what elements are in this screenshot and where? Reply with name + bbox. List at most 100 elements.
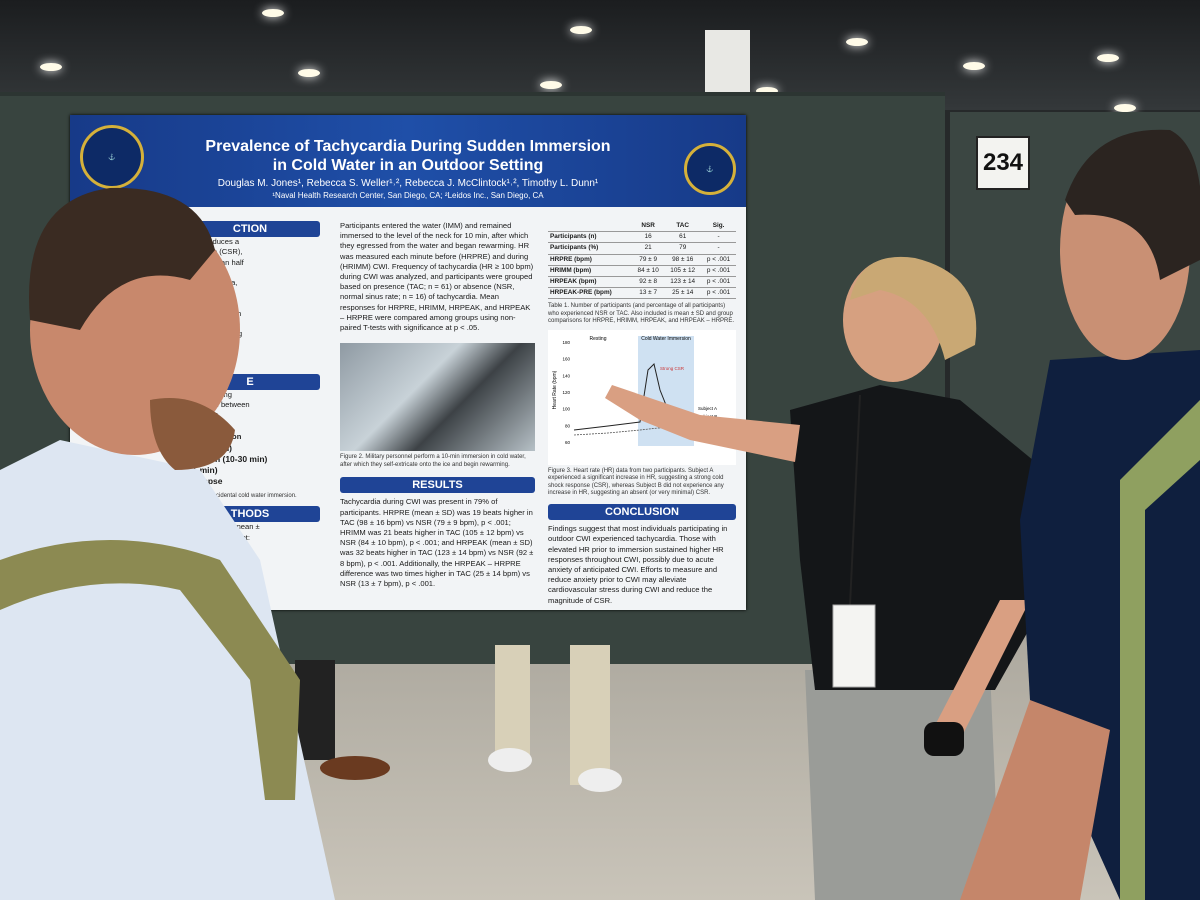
methods-text: Participants entered the water (IMM) and… <box>340 221 534 333</box>
y-tick-label: 120 <box>562 390 570 395</box>
text-line: (30+ min) <box>180 464 218 475</box>
lanyard <box>849 394 861 606</box>
affiliation: ¹Naval Health Research Center, San Diego… <box>272 191 544 200</box>
caption: Figure 3. Heart rate (HR) data from two … <box>548 467 724 497</box>
caption: r stages of accidental cold water immers… <box>180 492 297 499</box>
table-cell: 79 ± 9 <box>632 254 665 266</box>
light <box>298 69 320 77</box>
section-heading: CTION <box>180 221 320 238</box>
table-cell: HRPRE (bpm) <box>548 254 633 266</box>
backpack-strap <box>1120 400 1200 900</box>
table-cell: p < .001 <box>701 265 736 278</box>
light <box>1097 54 1119 62</box>
middle-column: Participants entered the water (IMM) and… <box>340 221 535 589</box>
shoe <box>488 748 532 772</box>
hair <box>850 256 977 360</box>
light <box>540 81 562 89</box>
header-cell: Sig. <box>701 221 736 233</box>
table-row: Participants (n) 16 61- <box>548 231 736 244</box>
light <box>40 63 62 71</box>
leg <box>570 645 610 785</box>
y-tick-label: 60 <box>565 440 571 445</box>
y-tick-label: 160 <box>562 357 570 362</box>
header-cell: NSR <box>632 221 665 233</box>
table-cell: p < .001 <box>701 287 736 300</box>
logo: ⚓ <box>80 125 144 189</box>
results-table: NSR TAC Sig. Participants (n) 16 61- Participa… <box>548 221 736 300</box>
table-cell: 123 ± 14 <box>664 276 702 289</box>
table-cell: HRPEAK (bpm) <box>548 276 633 289</box>
annotation: Strong CSR <box>660 366 685 371</box>
logo: ⚓ <box>684 143 736 195</box>
shoe <box>320 756 390 780</box>
table-cell: 25 ± 14 <box>664 287 702 300</box>
hair <box>1065 129 1200 280</box>
section-heading: CONCLUSION <box>548 503 736 521</box>
table-cell: 98 ± 16 <box>664 254 702 266</box>
table-cell: 21 <box>632 242 665 255</box>
booth-number: 234 <box>976 136 1030 190</box>
y-tick-label: 100 <box>562 407 570 412</box>
table-cell: Participants (%) <box>548 242 633 255</box>
conclusion-text: Findings suggest that most individuals p… <box>548 524 728 605</box>
light <box>963 62 985 70</box>
section-heading: RESULTS <box>340 477 535 494</box>
light <box>1114 104 1136 112</box>
title-line: Prevalence of Tachycardia During Sudden … <box>205 138 611 155</box>
arm <box>605 385 800 462</box>
light <box>846 38 868 46</box>
phase-label: Cold Water Immersion <box>641 336 691 342</box>
table-cell: p < .001 <box>701 254 736 266</box>
table-row: HRPEAK (bpm) 92 ± 8 123 ± 14 p < .001 <box>548 276 736 289</box>
table-row: HRPEAK-PRE (bpm) 13 ± 7 25 ± 14 p < .001 <box>548 287 736 300</box>
light <box>756 87 778 95</box>
watch <box>924 722 964 756</box>
table-row: Participants (%) 21 79- <box>548 242 736 255</box>
header-cell: TAC <box>664 221 702 233</box>
table-cell: 84 ± 10 <box>632 265 665 278</box>
photo <box>340 343 535 452</box>
table-header: NSR TAC Sig. <box>548 221 736 233</box>
backpack-strap <box>0 540 300 800</box>
table-row: HRIMM (bpm) 84 ± 10 105 ± 12 p < .001 <box>548 265 736 278</box>
leg <box>295 660 335 760</box>
hair <box>29 187 215 330</box>
beard <box>150 398 235 470</box>
authors: Douglas M. Jones¹, Rebecca S. Weller¹˒²,… <box>217 178 599 189</box>
light <box>262 9 284 17</box>
y-tick-label: 80 <box>565 423 571 428</box>
title-block: Prevalence of Tachycardia During Sudden … <box>70 115 746 200</box>
table-cell: 61 <box>664 231 702 244</box>
table-cell: - <box>701 242 736 255</box>
table-cell: p < .001 <box>701 276 736 289</box>
table-cell: 13 ± 7 <box>632 287 665 300</box>
table-cell: - <box>701 231 736 244</box>
y-axis-label: Heart Rate (bpm) <box>552 370 558 409</box>
table-cell: 92 ± 8 <box>632 276 665 289</box>
y-tick-label: 140 <box>562 373 570 378</box>
table-cell: 16 <box>632 231 665 244</box>
table-cell: 79 <box>664 242 702 255</box>
leg <box>495 645 530 755</box>
light <box>570 26 592 34</box>
y-ticks: 180 160 140 120 100 80 60 <box>562 340 570 445</box>
poster-header: ⚓ ⚓ Prevalence of Tachycardia During Sud… <box>70 115 746 207</box>
table-row: HRPRE (bpm) 79 ± 9 98 ± 16 p < .001 <box>548 254 736 266</box>
title-line: in Cold Water in an Outdoor Setting <box>272 157 544 174</box>
table-cell: Participants (n) <box>548 231 633 244</box>
table-cell: 105 ± 12 <box>664 265 702 278</box>
phase-label: Resting <box>590 336 607 342</box>
y-tick-label: 180 <box>562 340 570 345</box>
text-line: pacitation (10-30 min) <box>180 453 268 464</box>
header-cell <box>548 221 633 233</box>
arm <box>960 700 1110 900</box>
caption: Figure 2. Military personnel perform a 1… <box>340 454 526 468</box>
table-cell: HRIMM (bpm) <box>548 265 633 278</box>
arm <box>930 600 1030 740</box>
legend-entry: Subject A <box>698 406 717 411</box>
table-cell: HRPEAK-PRE (bpm) <box>548 287 633 300</box>
badge <box>832 604 876 688</box>
ceiling <box>0 0 1200 112</box>
